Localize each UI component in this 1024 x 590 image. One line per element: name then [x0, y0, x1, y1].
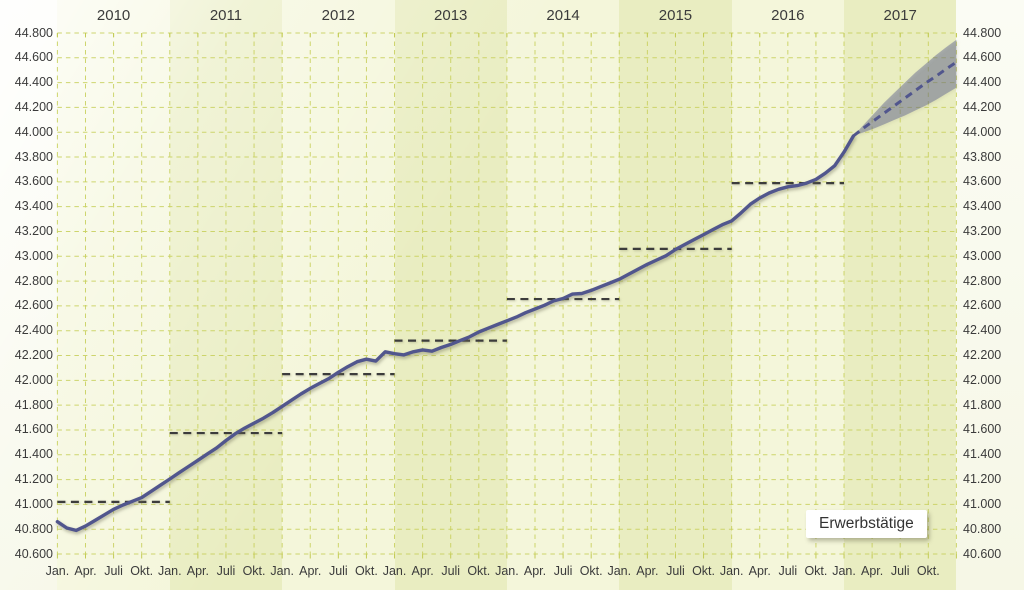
y-tick-left-43200: 43.200 — [14, 223, 53, 238]
x-tick-label-2011-Juli: Juli — [216, 564, 236, 578]
x-tick-label-2016-Jan: Jan. — [719, 564, 744, 578]
y-tick-right-42200: 42.200 — [963, 348, 1002, 363]
x-tick-label-2013-Jan: Jan. — [382, 564, 407, 578]
x-tick-label-2014-Apr: Apr. — [523, 564, 547, 578]
year-label-2010: 2010 — [96, 7, 131, 24]
forecast-line — [852, 60, 958, 138]
y-tick-right-41800: 41.800 — [963, 397, 1002, 412]
y-tick-left-44200: 44.200 — [14, 99, 53, 114]
y-tick-left-41600: 41.600 — [14, 422, 53, 437]
y-tick-right-43600: 43.600 — [963, 174, 1002, 189]
y-tick-right-44200: 44.200 — [963, 99, 1002, 114]
y-tick-right-43800: 43.800 — [963, 149, 1002, 164]
x-tick-label-2010-Juli: Juli — [104, 564, 123, 578]
x-tick-label-2012-Apr: Apr. — [299, 564, 322, 578]
series-label-text: Erwerbstätige — [819, 515, 914, 532]
y-tick-right-41600: 41.600 — [963, 422, 1002, 437]
year-label-2017: 2017 — [883, 7, 917, 24]
employment-line — [55, 134, 856, 533]
y-tick-right-41200: 41.200 — [963, 472, 1002, 487]
y-tick-left-42400: 42.400 — [14, 323, 53, 338]
x-tick-label-2016-Okt: Okt. — [804, 564, 828, 578]
y-tick-left-44600: 44.600 — [14, 50, 53, 65]
y-tick-left-43400: 43.400 — [14, 199, 53, 214]
y-tick-left-41200: 41.200 — [14, 472, 53, 487]
series-label-box: Erwerbstätige — [806, 510, 927, 538]
y-tick-left-41000: 41.000 — [14, 496, 53, 511]
y-tick-left-40800: 40.800 — [14, 521, 53, 536]
y-tick-right-44000: 44.000 — [963, 124, 1002, 139]
y-tick-right-42600: 42.600 — [963, 298, 1002, 313]
y-tick-left-43000: 43.000 — [14, 248, 53, 263]
y-tick-left-44800: 44.800 — [14, 25, 53, 40]
forecast-uncertainty-band — [853, 39, 957, 136]
x-tick-label-2015-Okt: Okt. — [692, 564, 715, 578]
year-label-2012: 2012 — [321, 7, 356, 24]
x-tick-label-2012-Juli: Juli — [328, 564, 348, 578]
y-tick-right-40600: 40.600 — [963, 546, 1002, 561]
y-tick-left-43600: 43.600 — [14, 174, 53, 189]
x-tick-label-2010-Okt: Okt. — [130, 564, 154, 578]
x-tick-label-2017-Okt: Okt. — [916, 564, 940, 578]
x-tick-label-2014-Jan: Jan. — [495, 564, 519, 578]
year-label-2014: 2014 — [546, 7, 580, 24]
y-tick-right-43200: 43.200 — [963, 223, 1002, 238]
x-tick-label-2013-Apr: Apr. — [411, 564, 434, 578]
y-tick-left-44000: 44.000 — [14, 124, 53, 139]
year-label-2011: 2011 — [209, 7, 243, 24]
x-tick-label-2012-Jan: Jan. — [270, 564, 294, 578]
year-label-2015: 2015 — [658, 7, 693, 24]
x-tick-label-2016-Juli: Juli — [778, 564, 798, 578]
y-tick-left-42800: 42.800 — [14, 273, 53, 288]
y-tick-right-44800: 44.800 — [963, 25, 1002, 40]
x-tick-label-2017-Juli: Juli — [890, 564, 910, 578]
y-tick-left-44400: 44.400 — [14, 75, 53, 90]
x-tick-label-2015-Apr: Apr. — [636, 564, 659, 578]
x-tick-label-2015-Jan: Jan. — [607, 564, 632, 578]
y-tick-right-42000: 42.000 — [963, 372, 1002, 387]
x-tick-label-2013-Okt: Okt. — [467, 564, 491, 578]
x-tick-label-2010-Apr: Apr. — [74, 564, 97, 578]
x-tick-label-2014-Juli: Juli — [553, 564, 573, 578]
y-tick-right-40800: 40.800 — [963, 521, 1002, 536]
y-tick-right-43400: 43.400 — [963, 199, 1002, 214]
y-tick-left-41400: 41.400 — [14, 447, 53, 462]
y-tick-left-42200: 42.200 — [14, 348, 53, 363]
year-label-2016: 2016 — [771, 7, 805, 24]
x-tick-label-2011-Okt: Okt. — [242, 564, 266, 578]
x-tick-label-2011-Apr: Apr. — [186, 564, 209, 578]
y-tick-left-41800: 41.800 — [14, 397, 53, 412]
y-tick-left-43800: 43.800 — [14, 149, 53, 164]
y-tick-right-43000: 43.000 — [963, 248, 1002, 263]
y-tick-left-40600: 40.600 — [14, 546, 53, 561]
x-tick-label-2013-Juli: Juli — [441, 564, 461, 578]
y-tick-left-42600: 42.600 — [14, 298, 53, 313]
x-tick-label-2015-Juli: Juli — [666, 564, 685, 578]
x-tick-label-2017-Apr: Apr. — [860, 564, 884, 578]
x-tick-label-2011-Jan: Jan. — [157, 564, 182, 578]
x-tick-label-2010-Jan: Jan. — [45, 564, 70, 578]
x-tick-label-2014-Okt: Okt. — [579, 564, 603, 578]
year-label-2013: 2013 — [434, 7, 468, 24]
y-tick-right-41000: 41.000 — [963, 496, 1002, 511]
x-tick-label-2017-Jan: Jan. — [832, 564, 856, 578]
x-tick-label-2012-Okt: Okt. — [354, 564, 378, 578]
y-tick-left-42000: 42.000 — [14, 372, 53, 387]
y-tick-right-42800: 42.800 — [963, 273, 1002, 288]
y-tick-right-44400: 44.400 — [963, 75, 1002, 90]
y-tick-right-41400: 41.400 — [963, 447, 1002, 462]
x-tick-label-2016-Apr: Apr. — [748, 564, 771, 578]
y-tick-right-44600: 44.600 — [963, 50, 1002, 65]
y-tick-right-42400: 42.400 — [963, 323, 1002, 338]
